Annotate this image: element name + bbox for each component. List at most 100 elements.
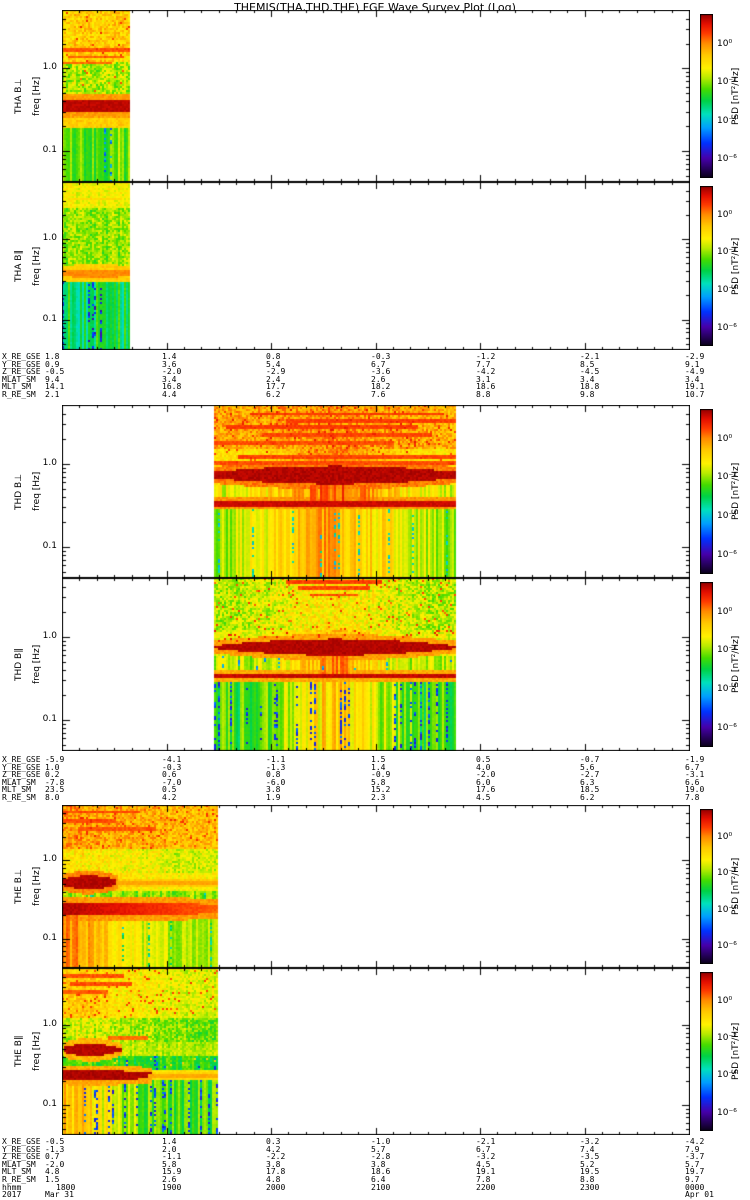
panel-label-thd-bperp: THD B⊥	[14, 473, 24, 510]
ann-value: 0.8	[266, 770, 281, 779]
colorbar-tick-label: 10⁻²	[717, 77, 737, 87]
ann-value: -5.9	[45, 755, 65, 764]
ann-value: 0.2	[45, 770, 60, 779]
freq-axis-label: freq [Hz]	[32, 1031, 42, 1072]
ann-value: 18.2	[371, 382, 391, 391]
ann-value: -1.3	[266, 763, 286, 772]
colorbar-thd-bperp	[700, 409, 713, 574]
ann-value: 0.7	[45, 1152, 60, 1161]
ann-value: -2.8	[371, 1152, 391, 1161]
freq-tick-label: 0.1	[42, 714, 57, 724]
time-value: 2200	[476, 1183, 496, 1192]
ann-value: 18.5	[580, 785, 600, 794]
ann-value: 9.8	[580, 390, 595, 399]
ann-value: -4.2	[476, 367, 496, 376]
colorbar-unit-label: PSD [nT²/Hz]	[731, 67, 741, 125]
ann-value: 6.2	[580, 793, 595, 802]
panel-label-tha-bpar: THA B∥	[14, 250, 24, 282]
colorbar-tick-label: 10⁻⁴	[717, 116, 737, 126]
ann-value: 19.0	[685, 785, 705, 794]
time-value: 1800	[56, 1183, 76, 1192]
ann-value: -0.5	[45, 367, 65, 376]
freq-tick-label: 1.0	[42, 631, 57, 641]
colorbar-tick-label: 10⁻⁴	[717, 285, 737, 295]
ann-value: 7.9	[685, 1145, 700, 1154]
time-value: 2100	[371, 1183, 391, 1192]
ann-value: -7.0	[162, 778, 182, 787]
colorbar-tick-label: 10⁻⁴	[717, 905, 737, 915]
ann-value: -0.5	[45, 1137, 65, 1146]
ann-value: 6.7	[476, 1145, 491, 1154]
ann-value: -0.9	[371, 770, 391, 779]
ann-value: -2.1	[580, 352, 600, 361]
ann-value: -1.9	[685, 755, 705, 764]
ann-value: 0.5	[476, 755, 491, 764]
freq-tick-label: 1.0	[42, 854, 57, 864]
ann-row-label: MLAT_SM	[2, 1160, 36, 1169]
ann-value: 15.9	[162, 1167, 182, 1176]
freq-axis-label: freq [Hz]	[32, 866, 42, 907]
ann-value: 4.2	[162, 793, 177, 802]
ann-value: -7.8	[45, 778, 65, 787]
ann-value: -6.0	[266, 778, 286, 787]
ann-value: 19.5	[580, 1167, 600, 1176]
ann-value: 17.8	[266, 1167, 286, 1176]
ann-value: -1.1	[266, 755, 286, 764]
freq-tick-label: 0.1	[42, 314, 57, 324]
ann-value: 3.8	[266, 785, 281, 794]
ann-value: 8.8	[476, 390, 491, 399]
colorbar-tick-label: 10⁻²	[717, 645, 737, 655]
spectrogram-panel-tha-bpar: THA B∥ freq [Hz] 1.0 0.1 10⁰ 10⁻² 10⁻⁴ 10⁻⁶ PSD …	[0, 182, 750, 350]
colorbar-the-bpar	[700, 972, 713, 1131]
time-value: 1900	[162, 1183, 182, 1192]
ann-value: -2.9	[685, 352, 705, 361]
colorbar-tick-label: 10⁰	[717, 607, 733, 617]
ann-value: -0.3	[371, 352, 391, 361]
ann-value: 3.4	[685, 375, 700, 384]
ann-value: 4.8	[45, 1167, 60, 1176]
freq-tick-label: 0.1	[42, 145, 57, 155]
colorbar-tick-label: 10⁰	[717, 39, 733, 49]
freq-tick-label: 0.1	[42, 1099, 57, 1109]
ann-value: 18.6	[371, 1167, 391, 1176]
ann-value: 9.7	[685, 1175, 700, 1184]
ann-value: 19.1	[476, 1167, 496, 1176]
freq-tick-label: 1.0	[42, 1019, 57, 1029]
colorbar-unit-label: PSD [nT²/Hz]	[731, 1022, 741, 1081]
ann-value: 18.6	[476, 382, 496, 391]
colorbar-unit-label: PSD [nT²/Hz]	[731, 857, 741, 916]
spectrogram-panel-thd-bperp: THD B⊥ freq [Hz] 1.0 0.1 10⁰ 10⁻² 10⁻⁴ 10⁻⁶ PSD …	[0, 405, 750, 578]
spectrogram-canvas-the-bperp	[62, 805, 690, 968]
panel-label-the-bpar: THE B∥	[14, 1035, 24, 1068]
colorbar-tha-bpar	[700, 186, 713, 346]
spectrogram-canvas-tha-bpar	[62, 182, 690, 350]
ann-value: 0.9	[45, 360, 60, 369]
ann-value: -4.1	[162, 755, 182, 764]
ann-value: 1.8	[45, 352, 60, 361]
ann-value: 14.1	[45, 382, 65, 391]
ann-value: 6.7	[371, 360, 386, 369]
colorbar-tick-label: 10⁰	[717, 996, 733, 1006]
colorbar-tick-label: 10⁻⁶	[717, 154, 737, 164]
ann-row-label: X_RE_GSE	[2, 755, 41, 764]
ann-value: 3.6	[162, 360, 177, 369]
date-value: Apr 01	[685, 1190, 714, 1199]
date-value: Mar 31	[45, 1190, 74, 1199]
ann-row-label: MLT_SM	[2, 382, 31, 391]
ann-value: 5.7	[685, 1160, 700, 1169]
ann-value: 1.0	[45, 763, 60, 772]
ann-row-label: Z_RE_GSE	[2, 367, 41, 376]
ann-value: -1.0	[371, 1137, 391, 1146]
colorbar-tick-label: 10⁰	[717, 434, 733, 444]
colorbar-tick-label: 10⁰	[717, 832, 733, 842]
ann-value: 0.3	[266, 1137, 281, 1146]
ann-value: 2.4	[266, 375, 281, 384]
ann-value: 1.5	[45, 1175, 60, 1184]
colorbar-tick-label: 10⁻⁶	[717, 941, 737, 951]
ann-row-label: MLAT_SM	[2, 778, 36, 787]
ann-value: 15.2	[371, 785, 391, 794]
panel-label-thd-bpar: THD B∥	[14, 648, 24, 681]
ann-value: 8.8	[580, 1175, 595, 1184]
ann-row-label: R_RE_SM	[2, 390, 36, 399]
ann-value: 18.8	[580, 382, 600, 391]
